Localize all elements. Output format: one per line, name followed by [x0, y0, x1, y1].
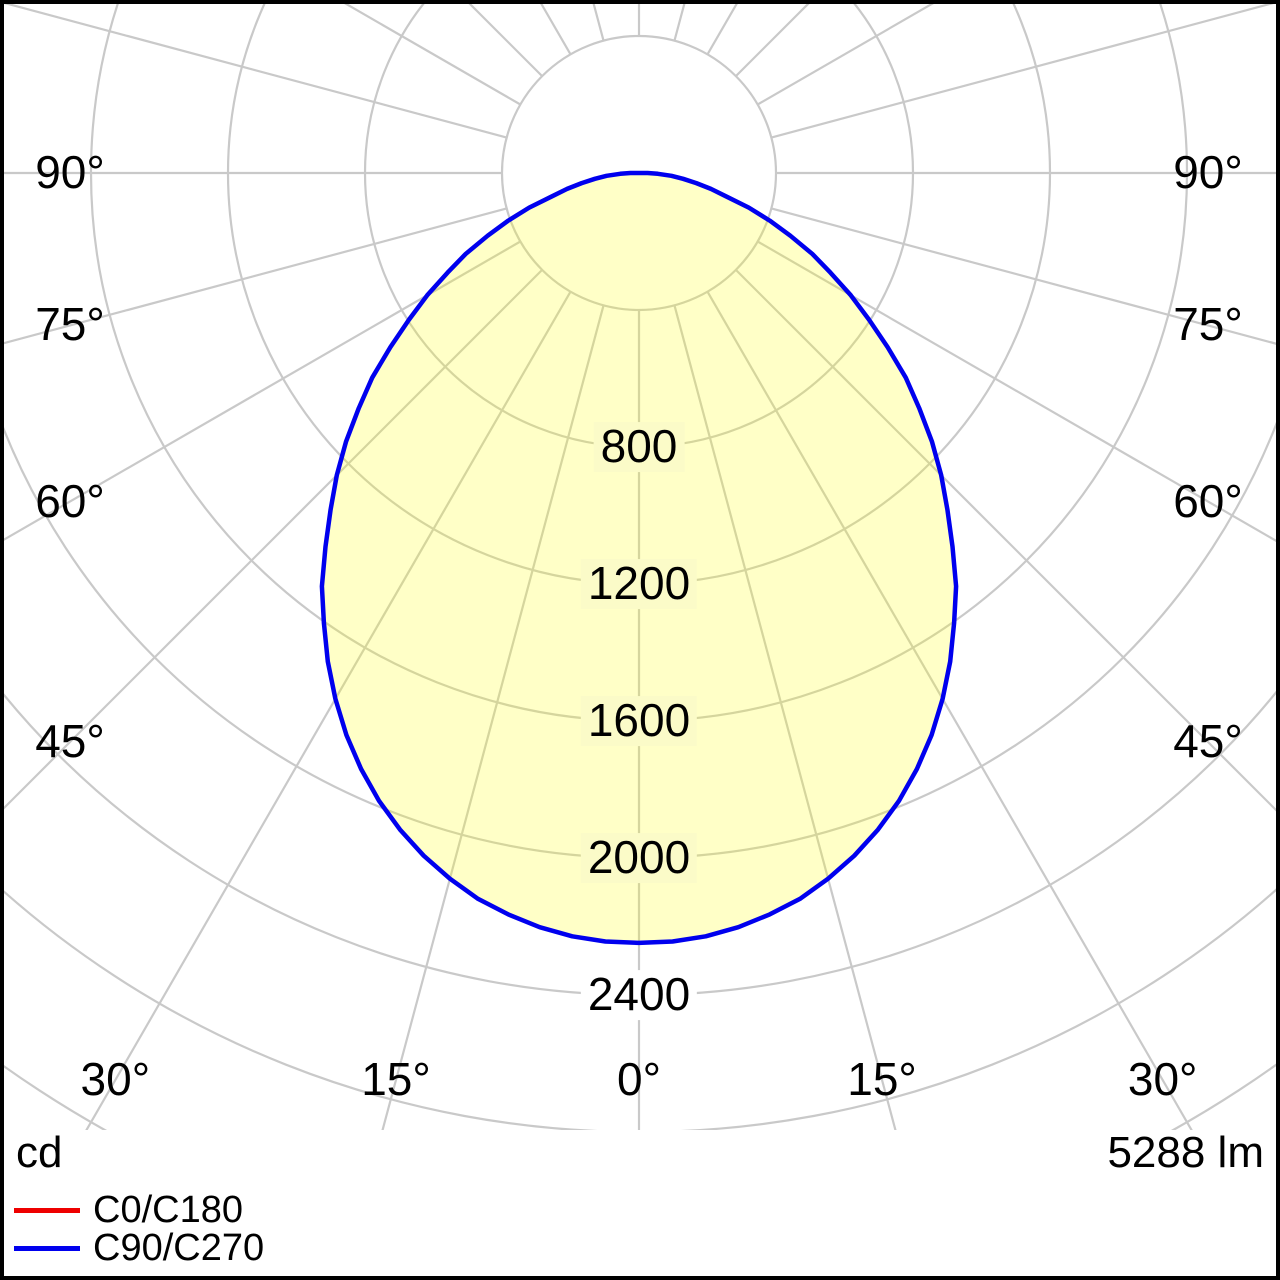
angle-label-bottom-30: 30°: [80, 1053, 151, 1106]
angle-label-bottom-30: 30°: [1127, 1053, 1198, 1106]
angle-label-bottom-15: 15°: [847, 1053, 917, 1106]
beam-area-fill: [321, 173, 957, 943]
grid-ray-330: [85, 291, 572, 1130]
grid-ray-165: [673, 4, 686, 41]
grid-ray-225: [468, 4, 543, 77]
grid-ray-15: [673, 305, 897, 1130]
grid-ray-195: [592, 4, 605, 41]
grid-ray-30: [706, 291, 1193, 1130]
angle-label-bottom-15: 15°: [361, 1053, 431, 1106]
legend-swatch-c0-c180: [14, 1207, 80, 1213]
grid-ray-315: [4, 269, 543, 810]
grid-ray-45: [735, 269, 1276, 812]
grid-ray-150: [706, 4, 738, 55]
grid-ray-210: [540, 4, 572, 55]
grid-ray-285: [4, 207, 507, 345]
luminous-flux-label: 5288 lm: [1107, 1128, 1264, 1177]
legend-swatch-c90-c270: [14, 1245, 80, 1251]
angle-label-left-60: 60°: [35, 474, 105, 527]
angle-label-right-90: 90°: [1173, 146, 1243, 199]
angle-label-right-75: 75°: [1173, 298, 1243, 351]
ring-label-1600: 1600: [580, 696, 698, 746]
legend-label-c90-c270: C90/C270: [93, 1227, 265, 1269]
grid-ray-60: [757, 240, 1276, 543]
legend-label-c0-c180: C0/C180: [93, 1189, 243, 1231]
grid-ray-345: [381, 305, 605, 1130]
angle-label-left-90: 90°: [35, 146, 105, 199]
ring-label-2000: 2000: [580, 833, 698, 883]
legend-item-c0-c180: C0/C180: [14, 1189, 243, 1231]
angle-label-left-75: 75°: [35, 298, 105, 351]
angle-label-bottom-0: 0°: [617, 1053, 661, 1106]
ring-label-2400: 2400: [580, 970, 698, 1020]
angle-label-right-60: 60°: [1173, 474, 1243, 527]
grid-ray-75: [771, 207, 1276, 345]
intensity-curve-c90-c270: [319, 170, 959, 946]
ring-label-800: 800: [593, 422, 685, 472]
grid-ray-135: [735, 4, 810, 77]
angle-label-right-45: 45°: [1173, 715, 1243, 768]
unit-label: cd: [16, 1128, 63, 1177]
grid-ray-105: [771, 4, 1274, 139]
grid-ray-255: [4, 4, 507, 139]
grid-ray-300: [4, 240, 521, 541]
angle-label-left-45: 45°: [35, 715, 105, 768]
legend-item-c90-c270: C90/C270: [14, 1227, 264, 1269]
ring-label-1200: 1200: [580, 559, 698, 609]
